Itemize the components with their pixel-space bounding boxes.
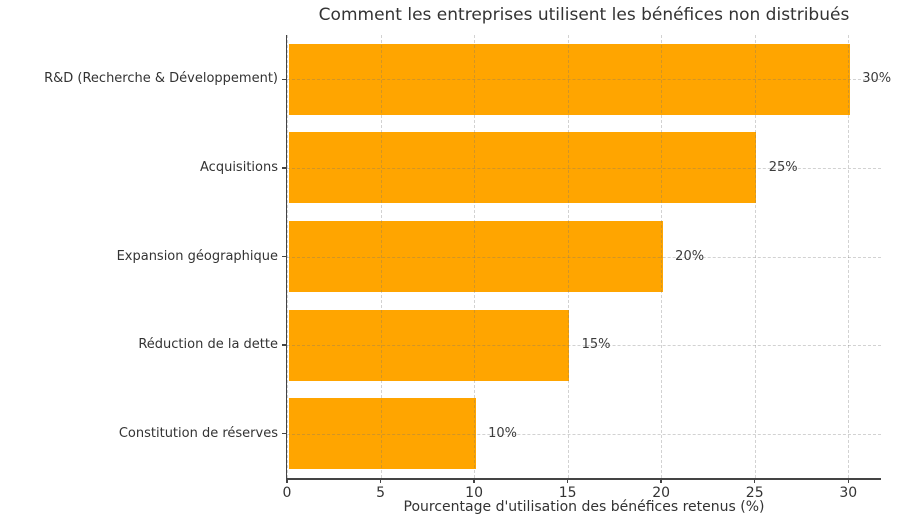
vertical-gridline — [380, 35, 382, 478]
bar — [288, 398, 476, 470]
bar — [288, 43, 850, 115]
vertical-gridline — [661, 35, 663, 478]
x-tick-label: 10 — [465, 485, 483, 501]
y-tick-mark — [282, 255, 287, 258]
vertical-gridline — [474, 35, 476, 478]
horizontal-gridline — [287, 256, 881, 258]
bar — [288, 309, 570, 381]
chart-title: Comment les entreprises utilisent les bé… — [318, 5, 850, 25]
x-tick-label: 25 — [745, 485, 764, 501]
horizontal-gridline — [287, 345, 881, 347]
x-tick-label: 30 — [839, 485, 858, 501]
x-tick-mark — [847, 478, 849, 483]
y-tick-mark — [282, 344, 287, 346]
x-tick-label: 5 — [376, 485, 385, 501]
x-tick-label: 20 — [652, 485, 671, 501]
x-tick-label: 0 — [282, 485, 292, 501]
y-tick-label: Constitution de réserves — [118, 425, 278, 441]
x-tick-mark — [660, 478, 662, 483]
horizontal-gridline — [287, 167, 881, 169]
bar — [288, 221, 663, 292]
y-tick-label: Acquisitions — [200, 159, 278, 175]
vertical-gridline — [848, 35, 850, 478]
x-tick-mark — [753, 478, 756, 483]
y-tick-label: Réduction de la dette — [138, 337, 278, 353]
y-tick-label: R&D (Recherche & Développement) — [44, 71, 278, 87]
x-axis-label: Pourcentage d'utilisation des bénéfices … — [403, 499, 765, 515]
x-tick-mark — [286, 478, 288, 483]
y-tick-label: Expansion géographique — [116, 248, 278, 264]
horizontal-gridline — [287, 79, 881, 81]
y-tick-mark — [282, 432, 287, 435]
x-tick-mark — [473, 478, 475, 483]
x-axis-spine — [285, 478, 881, 480]
bar-value-label: 20% — [675, 248, 705, 264]
x-tick-mark — [566, 478, 569, 483]
x-tick-mark — [379, 478, 382, 483]
horizontal-gridline — [287, 433, 881, 435]
bar-value-label: 25% — [768, 159, 798, 175]
bar-value-label: 10% — [488, 425, 517, 441]
bar-value-label: 15% — [581, 337, 611, 353]
y-tick-mark — [282, 78, 287, 81]
y-axis-spine — [285, 35, 287, 480]
vertical-gridline — [287, 35, 288, 478]
y-tick-mark — [282, 167, 287, 169]
vertical-gridline — [754, 35, 756, 478]
vertical-gridline — [567, 35, 569, 478]
x-tick-label: 15 — [558, 485, 577, 501]
bar-value-label: 30% — [862, 71, 892, 87]
bar — [288, 132, 757, 204]
